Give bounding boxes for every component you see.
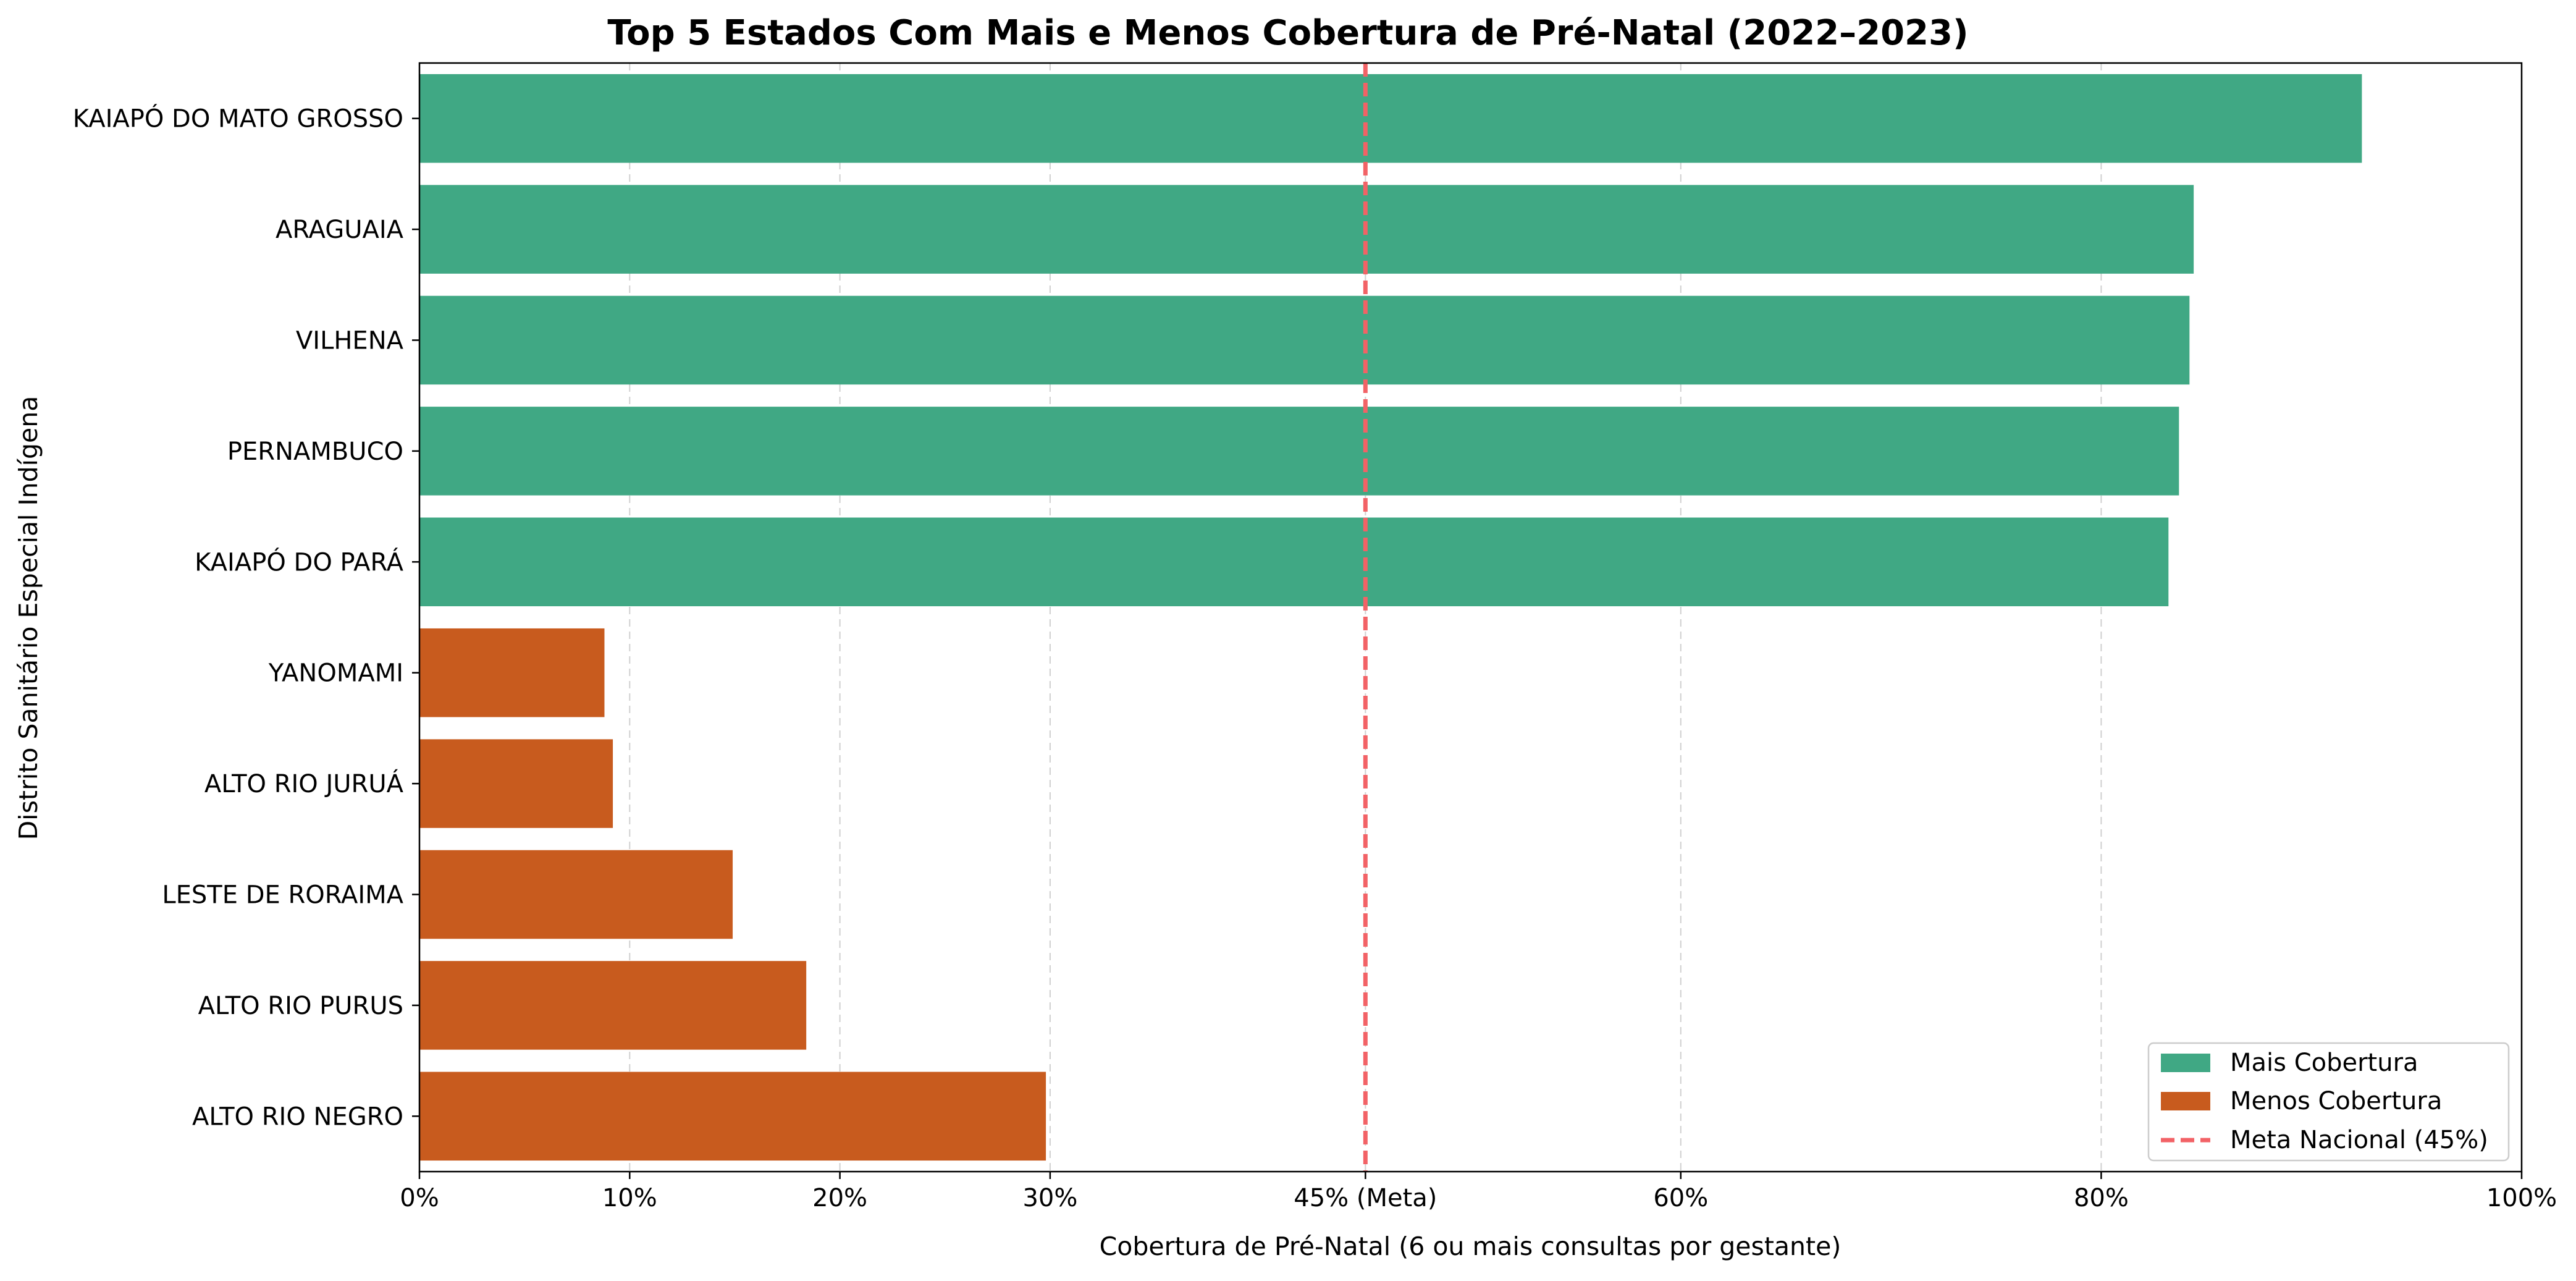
y-tick-label: PERNAMBUCO (227, 438, 403, 466)
y-axis-ticks: KAIAPÓ DO MATO GROSSO ARAGUAIA VILHENA PERN… (73, 104, 419, 1131)
chart-title: Top 5 Estados Com Mais e Menos Cobertura… (607, 13, 1968, 53)
legend-frame (2147, 1042, 2510, 1162)
x-tick-label: 10% (602, 1184, 657, 1212)
bar-kaiapo-do-mato-grosso (419, 74, 2362, 163)
legend: Mais Cobertura Menos Cobertura Meta Naci… (2147, 1042, 2510, 1162)
legend-label-menos-cobertura: Menos Cobertura (2230, 1087, 2442, 1115)
y-tick-label: ALTO RIO PURUS (198, 992, 403, 1020)
x-tick-label: 80% (2074, 1184, 2129, 1212)
x-tick-label: 60% (1653, 1184, 1708, 1212)
bar-vilhena (419, 295, 2190, 385)
y-tick-label: ALTO RIO JURUÁ (204, 769, 404, 798)
y-tick-label: LESTE DE RORAIMA (162, 881, 403, 910)
y-tick-label: VILHENA (296, 327, 404, 355)
y-tick-label: ALTO RIO NEGRO (192, 1102, 403, 1131)
bar-yanomami (419, 628, 605, 717)
legend-swatch-mais-cobertura (2161, 1054, 2210, 1072)
plot-area-frame (418, 62, 2523, 1173)
bar-pernambuco (419, 407, 2179, 496)
y-tick-label: KAIAPÓ DO PARÁ (195, 547, 403, 577)
y-tick-label: KAIAPÓ DO MATO GROSSO (73, 104, 403, 133)
x-tick-label: 20% (812, 1184, 867, 1212)
x-axis-label: Cobertura de Pré-Natal (6 ou mais consul… (1100, 1232, 1842, 1261)
legend-label-mais-cobertura: Mais Cobertura (2230, 1049, 2418, 1077)
bars (419, 74, 2362, 1161)
x-tick-label: 45% (Meta) (1294, 1184, 1437, 1212)
bar-araguaia (419, 185, 2194, 274)
y-axis-label: Distrito Sanitário Especial Indígena (14, 396, 43, 840)
x-tick-label: 0% (400, 1184, 439, 1212)
legend-swatch-menos-cobertura (2161, 1092, 2210, 1110)
y-tick-label: YANOMAMI (268, 659, 403, 688)
y-tick-label: ARAGUAIA (276, 216, 404, 244)
bar-kaiapo-do-para (419, 517, 2169, 607)
bar-leste-de-roraima (419, 850, 733, 939)
bar-alto-rio-purus (419, 961, 807, 1050)
x-tick-label: 100% (2486, 1184, 2557, 1212)
bar-alto-rio-jurua (419, 739, 613, 828)
bar-alto-rio-negro (419, 1072, 1046, 1161)
x-axis-ticks: 0% 10% 20% 30% 45% (Meta) 60% 80% 100% (400, 1172, 2557, 1212)
legend-label-meta-nacional: Meta Nacional (45%) (2230, 1126, 2488, 1154)
x-tick-label: 30% (1022, 1184, 1077, 1212)
